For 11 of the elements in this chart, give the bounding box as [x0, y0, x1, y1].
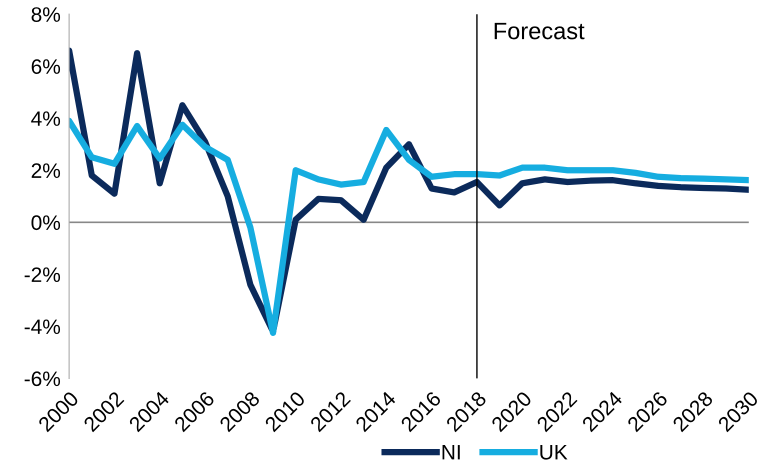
y-tick-label: -2%	[24, 267, 60, 282]
y-tick-label: -4%	[24, 319, 60, 334]
ref-line-label: Forecast	[494, 22, 584, 40]
y-tick-label: 8%	[32, 7, 60, 22]
y-tick-label: -6%	[24, 371, 60, 386]
y-tick-label: 0%	[31, 215, 60, 230]
y-tick-label: 4%	[31, 111, 60, 126]
y-tick-label: 2%	[32, 163, 60, 178]
legend-label: UK	[540, 445, 568, 460]
legend-label: NI	[442, 445, 460, 460]
y-tick-label: 6%	[32, 59, 60, 74]
